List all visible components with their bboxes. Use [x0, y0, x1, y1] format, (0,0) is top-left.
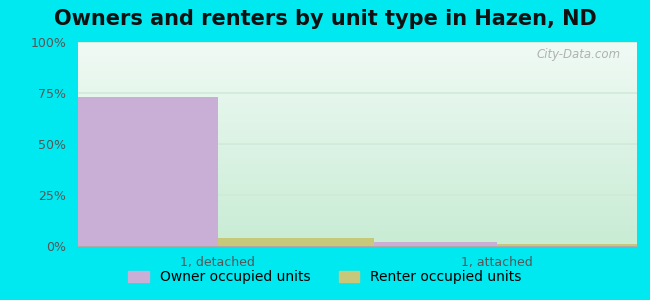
Bar — [61, 97, 218, 246]
Legend: Owner occupied units, Renter occupied units: Owner occupied units, Renter occupied un… — [123, 265, 527, 290]
Text: Owners and renters by unit type in Hazen, ND: Owners and renters by unit type in Hazen… — [53, 9, 597, 29]
Bar — [218, 238, 374, 246]
Bar — [341, 242, 497, 246]
Text: City-Data.com: City-Data.com — [536, 48, 620, 61]
Bar — [497, 244, 650, 246]
